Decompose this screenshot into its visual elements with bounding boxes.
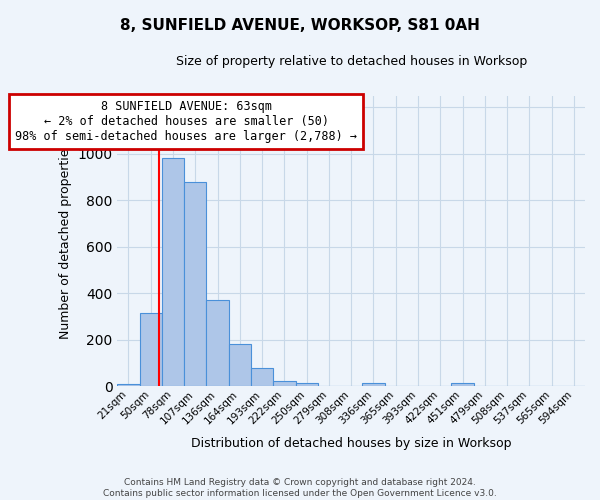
Bar — [206, 300, 229, 386]
Bar — [184, 182, 206, 386]
Text: Contains HM Land Registry data © Crown copyright and database right 2024.
Contai: Contains HM Land Registry data © Crown c… — [103, 478, 497, 498]
Title: Size of property relative to detached houses in Worksop: Size of property relative to detached ho… — [176, 55, 527, 68]
Bar — [273, 381, 296, 386]
Bar — [451, 384, 473, 386]
Bar — [251, 368, 273, 386]
Bar — [362, 384, 385, 386]
Bar — [140, 313, 162, 386]
Text: 8, SUNFIELD AVENUE, WORKSOP, S81 0AH: 8, SUNFIELD AVENUE, WORKSOP, S81 0AH — [120, 18, 480, 32]
Bar — [229, 344, 251, 387]
Text: 8 SUNFIELD AVENUE: 63sqm
← 2% of detached houses are smaller (50)
98% of semi-de: 8 SUNFIELD AVENUE: 63sqm ← 2% of detache… — [16, 100, 358, 143]
Bar — [118, 384, 140, 386]
Bar — [162, 158, 184, 386]
Bar — [296, 383, 318, 386]
Y-axis label: Number of detached properties: Number of detached properties — [59, 142, 72, 340]
X-axis label: Distribution of detached houses by size in Worksop: Distribution of detached houses by size … — [191, 437, 511, 450]
